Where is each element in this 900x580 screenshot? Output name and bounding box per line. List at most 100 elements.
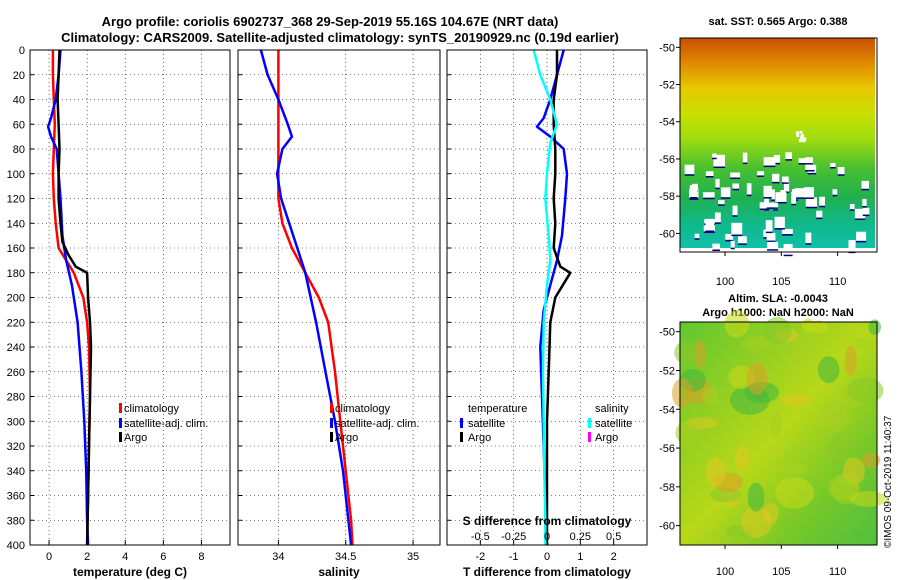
missing-data-edge xyxy=(715,187,720,190)
series-line-s-satellite xyxy=(532,49,559,545)
missing-data-edge xyxy=(763,197,772,199)
difference-lines xyxy=(532,49,572,546)
series-line-satellite-adj-clim- xyxy=(259,49,353,546)
pressure-tick-label: 280 xyxy=(7,392,25,404)
legend-swatch-argo xyxy=(330,432,333,442)
pressure-tick-label: 240 xyxy=(7,342,25,354)
lat-tick-label: -60 xyxy=(659,228,675,240)
missing-data-edge xyxy=(791,203,797,206)
missing-data-edge xyxy=(756,175,765,177)
sla-anomaly xyxy=(868,319,882,335)
missing-data-cell xyxy=(794,188,805,198)
pressure-ticks: 0 20 40 60 80 100 120 140 160 180 200 220 240 260 280 3… xyxy=(7,45,25,552)
sla-anomaly xyxy=(817,356,840,384)
missing-data-edge xyxy=(689,196,698,199)
legend-label-t-argo: Argo xyxy=(468,432,491,444)
missing-data-cell xyxy=(773,154,781,163)
difference-panel: -2 -1 0 1 2 -0.5 -0.25 0 0.25 0.5 S difference f… xyxy=(446,49,648,579)
missing-data-cell xyxy=(848,240,856,252)
sla-lon-ticks: 100 105 110 xyxy=(716,545,846,578)
missing-data-cell xyxy=(803,137,807,141)
legend-swatch-t-argo xyxy=(460,432,463,442)
sla-anomaly xyxy=(740,506,773,538)
sla-anomaly xyxy=(742,335,769,352)
pressure-tick-label: 140 xyxy=(7,218,25,230)
missing-data-edge xyxy=(703,231,715,233)
pressure-tick-label: 260 xyxy=(7,367,25,379)
missing-data-edge xyxy=(775,201,787,204)
x-tick-label: 34 xyxy=(272,551,284,563)
sla-anomaly xyxy=(861,452,881,469)
pressure-tick-label: 160 xyxy=(7,243,25,255)
missing-data-edge xyxy=(718,204,725,206)
missing-data-cell xyxy=(795,131,799,135)
missing-data-cell xyxy=(775,192,787,202)
series-line-t-argo xyxy=(545,50,572,545)
lat-tick-label: -54 xyxy=(659,404,675,416)
missing-data-edge xyxy=(746,194,752,197)
legend-swatch-s-satellite xyxy=(588,418,591,428)
missing-data-edge xyxy=(856,240,867,243)
missing-data-edge xyxy=(765,231,773,234)
legend-label-satellite: satellite-adj. clim. xyxy=(124,418,208,430)
missing-data-edge xyxy=(837,174,845,176)
missing-data-cell xyxy=(802,139,806,143)
missing-data-edge xyxy=(862,205,867,208)
sst-lon-ticks: 100 105 110 xyxy=(716,252,847,288)
missing-data-edge xyxy=(805,206,818,209)
missing-data-cell xyxy=(705,171,714,176)
legend-label-argo: Argo xyxy=(335,432,358,444)
missing-data-cell xyxy=(756,171,765,176)
missing-data-edge xyxy=(759,208,770,211)
temperature-legend: climatology satellite-adj. clim. Argo xyxy=(119,403,208,444)
pressure-tick-label: 400 xyxy=(7,540,25,552)
lon-tick-label: 100 xyxy=(716,566,734,578)
missing-data-edge xyxy=(819,205,825,208)
missing-data-edge xyxy=(731,234,743,237)
missing-data-cell xyxy=(770,189,775,200)
missing-data-edge xyxy=(730,177,741,180)
missing-data-cell xyxy=(766,202,778,208)
x-tick-label: 2 xyxy=(611,551,617,563)
pressure-tick-label: 80 xyxy=(13,144,25,156)
figure-title-line1: Argo profile: coriolis 6902737_368 29-Se… xyxy=(102,14,559,29)
sla-anomaly xyxy=(774,477,815,509)
pressure-tick-label: 60 xyxy=(13,119,25,131)
sla-anomalies xyxy=(671,310,888,539)
missing-data-edge xyxy=(816,217,823,220)
legend-label-s-argo: Argo xyxy=(595,432,618,444)
missing-data-edge xyxy=(705,230,715,232)
missing-data-edge xyxy=(713,166,725,169)
lon-tick-label: 110 xyxy=(829,276,847,288)
sla-anomaly xyxy=(671,378,693,409)
sla-anomaly xyxy=(853,337,875,350)
sla-anomaly xyxy=(790,339,810,361)
missing-data-cell xyxy=(805,232,812,244)
missing-data-cell xyxy=(725,233,734,240)
s-difference-axis-label: S difference from climatology xyxy=(463,514,632,528)
missing-data-edge xyxy=(783,254,793,257)
x-tick-label: 4 xyxy=(122,551,128,563)
lat-tick-label: -50 xyxy=(659,42,675,54)
salinity-ticks: 34 34.5 35 xyxy=(238,49,419,563)
sla-anomaly xyxy=(705,457,726,487)
salinity-lines xyxy=(259,49,354,546)
missing-data-cell xyxy=(763,157,776,166)
missing-data-cell xyxy=(783,244,793,255)
imos-credit: ©IMOS 09-Oct-2019 11:40:37 xyxy=(883,415,894,548)
salinity-legend: climatology satellite-adj. clim. Argo xyxy=(330,403,419,444)
sst-map-frame xyxy=(679,37,878,253)
missing-data-cell xyxy=(732,183,740,189)
x-tick-label: 34.5 xyxy=(335,551,356,563)
sla-lat-ticks: -50 -52 -54 -56 -58 -60 xyxy=(659,327,680,533)
sla-map-title: Altim. SLA: -0.0043 xyxy=(728,293,828,305)
missing-data-edge xyxy=(766,207,778,209)
missing-data-edge xyxy=(849,209,855,211)
missing-data-edge xyxy=(773,209,779,211)
missing-data-cell xyxy=(765,220,773,232)
pressure-tick-label: 0 xyxy=(19,45,25,57)
missing-data-cell xyxy=(684,164,695,175)
missing-data-cell xyxy=(718,200,725,205)
missing-data-edge xyxy=(803,197,814,199)
